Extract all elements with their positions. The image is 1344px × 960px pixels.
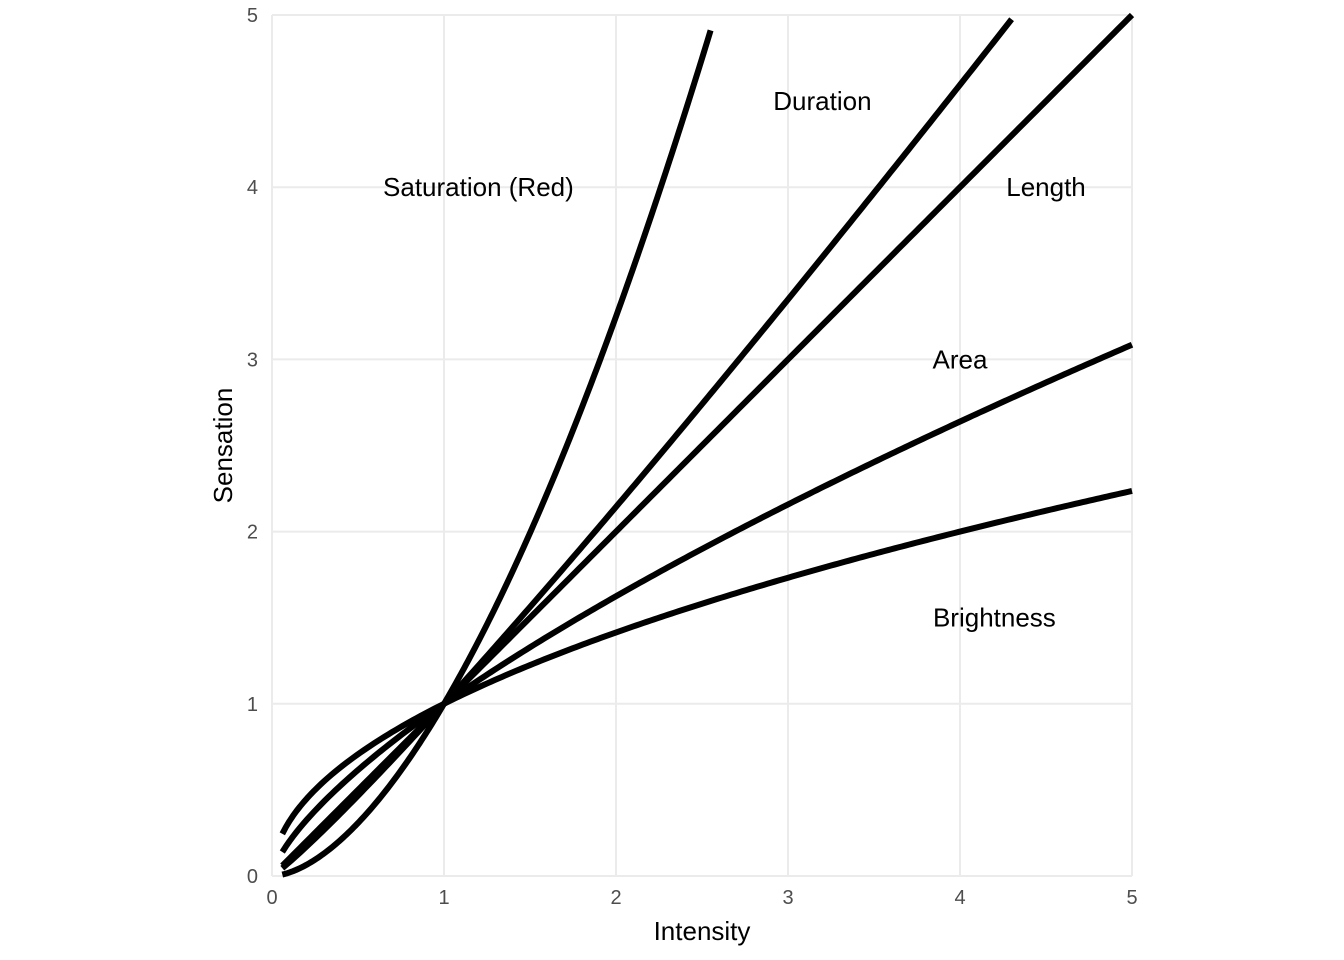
x-tick-label: 4 bbox=[954, 887, 965, 909]
y-axis-title: Sensation bbox=[208, 388, 238, 504]
x-tick-label: 2 bbox=[610, 887, 621, 909]
series-line-brightness bbox=[279, 488, 1133, 836]
series-label-brightness: Brightness bbox=[933, 603, 1056, 633]
series-label-area: Area bbox=[933, 344, 988, 374]
series-line-length bbox=[280, 12, 1135, 868]
grid bbox=[271, 14, 1133, 877]
series-labels: Saturation (Red) Duration Length Area Bright… bbox=[383, 86, 1086, 633]
series-label-duration: Duration bbox=[773, 86, 871, 116]
series-label-length: Length bbox=[1006, 172, 1086, 202]
series-line-saturation-red bbox=[281, 29, 714, 878]
x-tick-label: 1 bbox=[438, 887, 449, 909]
y-tick-label: 2 bbox=[247, 522, 258, 544]
y-tick-label: 4 bbox=[247, 177, 258, 199]
x-axis-title: Intensity bbox=[654, 916, 751, 946]
y-tick-label: 5 bbox=[247, 5, 258, 27]
x-tick-label: 5 bbox=[1126, 887, 1137, 909]
series-label-saturation-red: Saturation (Red) bbox=[383, 172, 574, 202]
series-line-area bbox=[279, 341, 1134, 854]
y-axis-ticks: 0 1 2 3 4 5 bbox=[247, 5, 258, 888]
x-tick-label: 0 bbox=[266, 887, 277, 909]
series-lines bbox=[279, 12, 1135, 878]
y-tick-label: 3 bbox=[247, 349, 258, 371]
x-axis-ticks: 0 1 2 3 4 5 bbox=[266, 887, 1137, 909]
y-tick-label: 1 bbox=[247, 694, 258, 716]
y-tick-label: 0 bbox=[247, 866, 258, 888]
x-tick-label: 3 bbox=[782, 887, 793, 909]
